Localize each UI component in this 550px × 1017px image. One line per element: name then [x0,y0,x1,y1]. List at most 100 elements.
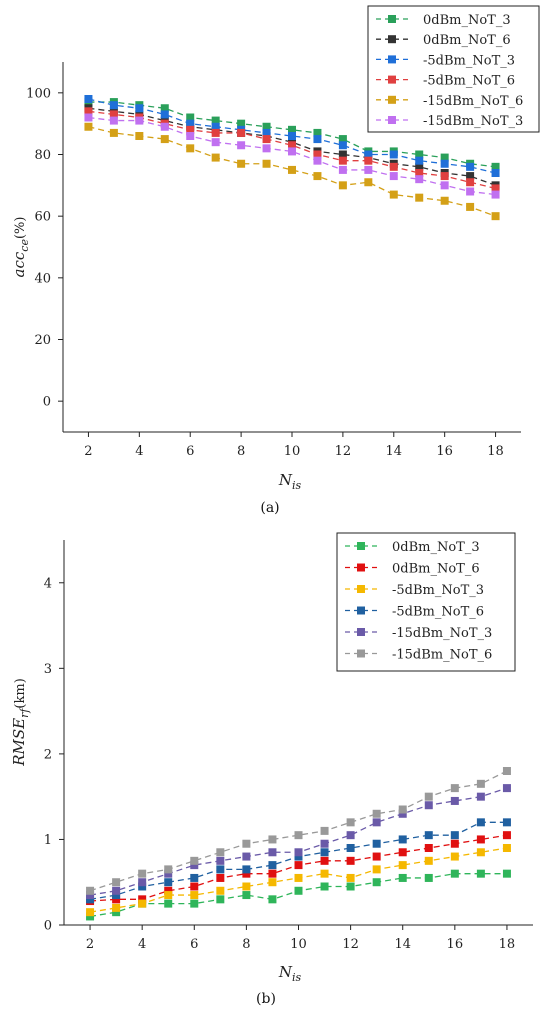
data-point-s1-p3 [164,886,173,895]
y-tick-label: 100 [26,86,51,101]
data-point-s4-p6 [242,852,251,861]
data-point-s4-p5 [211,153,220,162]
x-tick-label: 12 [335,444,352,459]
data-point-s5-p11 [372,809,381,818]
data-point-s5-p0 [86,886,95,895]
data-point-s4-p0 [84,122,93,131]
legend-marker-1 [388,35,396,44]
y-tick-label: 40 [34,271,51,286]
data-point-s2-p7 [268,878,277,887]
data-point-s2-p12 [398,861,407,870]
data-point-s4-p8 [294,848,303,857]
data-point-s3-p6 [237,128,246,137]
data-point-s4-p4 [186,144,195,153]
data-point-s2-p6 [242,882,251,891]
y-tick-label: 0 [43,395,51,410]
legend-marker-5 [357,649,365,658]
data-point-s1-p14 [450,839,459,848]
data-point-s4-p12 [389,190,398,199]
data-point-s3-p0 [84,107,93,116]
x-tick-label: 10 [284,444,301,459]
data-point-s5-p6 [237,141,246,150]
subfigure-caption: (b) [256,991,276,1007]
chart-b: 2 4 6 8 10 12 14 16 1801234NisRMSErf(km)0dBm_NoT… [10,532,533,1007]
data-point-s5-p9 [313,156,322,165]
y-axis-label-unit: (km) [13,678,28,708]
data-point-s2-p11 [364,150,373,159]
data-point-s2-p8 [288,132,296,140]
x-axis-label: Nis [278,471,302,492]
data-point-s2-p9 [313,135,322,144]
x-tick-label: 18 [499,937,516,952]
data-point-s2-p1 [112,903,121,912]
data-point-s2-p3 [160,110,169,119]
data-point-s0-p3 [164,899,173,908]
x-tick-label: 6 [186,444,194,459]
data-point-s1-p4 [190,882,199,891]
data-point-s2-p16 [491,169,500,177]
legend-marker-5 [388,116,396,124]
data-point-s3-p7 [262,135,271,144]
data-point-s4-p16 [491,212,500,221]
data-point-s3-p12 [389,162,398,171]
data-point-s5-p10 [338,165,347,174]
data-point-s0-p5 [211,116,220,125]
series-line-4 [88,126,496,217]
data-point-s4-p7 [262,159,271,168]
data-point-s4-p1 [112,886,121,895]
data-point-s3-p10 [346,844,355,852]
data-point-s2-p14 [450,852,459,861]
x-tick-label: 12 [342,937,359,952]
data-point-s5-p11 [364,165,373,174]
data-point-s3-p1 [109,110,118,119]
data-point-s3-p4 [190,873,199,882]
chart-a: 2 4 6 8 10 12 14 16 18 0 20 40 60 80 100 Nis accce(%) 0dB… [10,5,540,516]
data-point-s4-p7 [268,848,277,857]
data-point-s5-p1 [109,116,118,125]
data-point-s1-p11 [372,852,381,861]
x-tick-label: 8 [242,937,250,952]
y-axis-label-unit: (%) [13,217,28,240]
legend-marker-4 [388,95,396,104]
data-point-s0-p13 [424,873,433,882]
data-point-s5-p14 [440,181,449,190]
data-point-s1-p12 [398,848,407,857]
data-point-s2-p10 [346,873,355,882]
data-point-s2-p13 [424,856,433,865]
data-point-s1-p15 [466,172,475,181]
data-point-s2-p0 [84,95,93,103]
x-tick-label: 4 [135,444,143,459]
data-point-s2-p13 [415,156,424,165]
y-axis-label: RMSErf(km) [10,678,31,767]
data-point-s3-p2 [138,882,147,891]
data-point-s1-p5 [216,873,225,882]
data-point-s4-p9 [313,172,322,181]
data-point-s2-p5 [211,122,220,131]
data-point-s4-p10 [338,181,347,190]
data-point-s1-p8 [294,861,303,870]
data-point-s2-p0 [86,908,95,917]
legend-label-5: -15dBm_NoT_6 [392,648,492,663]
x-tick-label: 18 [487,444,504,459]
data-point-s5-p13 [424,792,433,801]
data-point-s5-p5 [211,138,220,147]
data-point-s0-p7 [262,122,271,131]
data-point-s5-p15 [466,187,475,196]
data-point-s2-p9 [320,869,329,878]
data-point-s3-p8 [294,852,303,861]
data-point-s5-p5 [216,848,225,857]
data-point-s3-p10 [338,156,347,165]
data-point-s4-p0 [86,891,95,900]
subfigure-caption: (a) [260,500,279,516]
data-point-s5-p2 [138,869,147,878]
data-point-s2-p8 [294,873,303,882]
data-point-s3-p0 [86,895,95,904]
legend-label-2: -5dBm_NoT_3 [423,53,515,68]
data-point-s5-p0 [84,113,93,122]
data-point-s2-p11 [372,865,381,874]
data-point-s0-p11 [372,878,381,887]
data-point-s2-p16 [502,844,511,852]
legend-label-0: 0dBm_NoT_3 [392,540,480,555]
x-axis-label-main: N [278,471,293,489]
data-point-s2-p15 [476,848,485,857]
